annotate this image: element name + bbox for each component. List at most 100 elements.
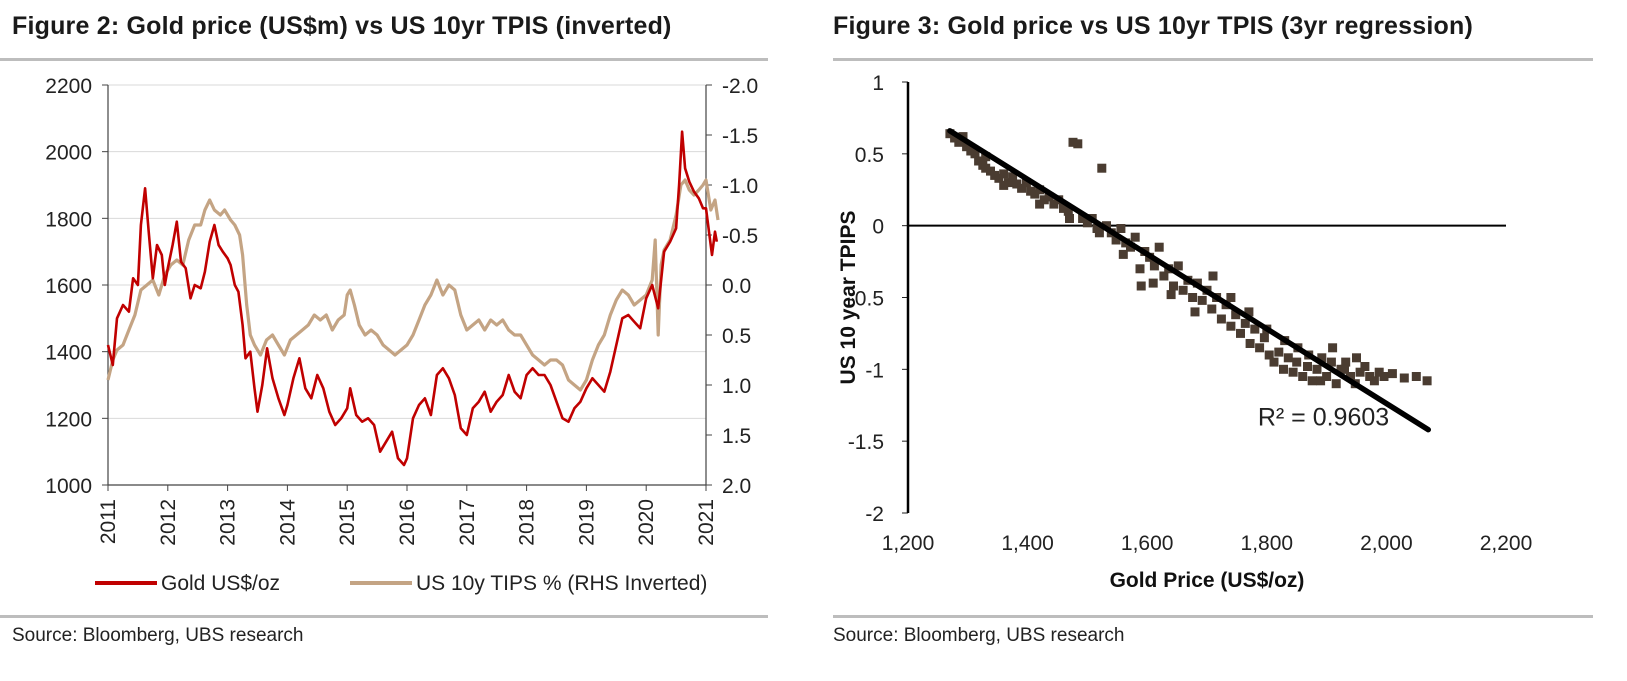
figure-2-top-rule [0, 58, 768, 61]
scatter-point [1292, 357, 1302, 367]
figure-3-chart: 1 0.5 0 -0.5 -1 -1.5 -2 1,200 1,400 1,600 1,800 2,0… [837, 72, 1533, 592]
x-tick-label: 2020 [635, 499, 658, 546]
figure-3-bottom-rule [833, 615, 1593, 618]
scatter-point [1307, 376, 1317, 386]
figure-2-title: Figure 2: Gold price (US$m) vs US 10yr T… [12, 12, 672, 40]
scatter-point [1352, 353, 1361, 363]
scatter-point [1149, 261, 1159, 271]
y-tick-label: -2 [865, 503, 884, 526]
right-y-tick-label: -2.0 [722, 75, 758, 98]
tips-line [106, 178, 720, 392]
gold-price-line [106, 130, 719, 467]
scatter-point [1274, 347, 1284, 357]
figure-2-source: Source: Bloomberg, UBS research [12, 625, 304, 646]
scatter-point [1255, 343, 1265, 353]
scatter-point [1188, 293, 1198, 302]
scatter-point [1030, 189, 1040, 199]
scatter-point [1331, 379, 1341, 389]
right-y-tick-label: 1.0 [722, 375, 751, 398]
scatter-point [1259, 333, 1269, 343]
scatter-point [1118, 249, 1128, 259]
scatter-point [1322, 372, 1332, 381]
scatter-point [1082, 218, 1092, 228]
scatter-point [1279, 364, 1288, 374]
scatter-point [1374, 367, 1384, 377]
scatter-point [1316, 376, 1326, 386]
x-tick-label: 1,600 [1121, 532, 1174, 555]
figure-3-panel: Figure 3: Gold price vs US 10yr TPIS (3y… [833, 0, 1627, 681]
r-squared-annotation: R² = 0.9603 [1258, 403, 1389, 431]
scatter-point [1422, 376, 1432, 386]
scatter-point [1065, 214, 1074, 223]
scatter-point [1073, 139, 1083, 149]
legend-label-tips: US 10y TIPS % (RHS Inverted) [416, 572, 707, 595]
scatter-point [1154, 242, 1164, 252]
scatter-point [999, 169, 1009, 179]
x-tick-label: 2018 [516, 499, 539, 546]
scatter-point [1303, 362, 1312, 371]
x-tick-label: 2015 [336, 499, 359, 546]
figure-2-chart: 1000 1200 1400 1600 1800 2000 2200 2.0 1.5 1.0 0.5… [45, 75, 758, 595]
left-y-tick-label: 1200 [45, 408, 92, 431]
scatter-point [1250, 324, 1260, 334]
scatter-point [1264, 350, 1274, 360]
scatter-point [1360, 362, 1370, 371]
scatter-point [1208, 271, 1218, 281]
y-tick-label: -1.5 [848, 431, 884, 454]
left-y-tick-label: 1800 [45, 208, 92, 231]
scatter-point [1135, 264, 1145, 274]
figure-3-source: Source: Bloomberg, UBS research [833, 625, 1125, 646]
scatter-point [954, 137, 964, 147]
scatter-point [1328, 343, 1338, 353]
scatter-point [1169, 281, 1178, 291]
scatter-point [1207, 304, 1217, 314]
scatter-point [1159, 271, 1169, 281]
scatter-point [1240, 318, 1250, 328]
x-tick-label: 2,000 [1360, 532, 1413, 555]
left-y-tick-label: 2200 [45, 75, 92, 98]
right-y-tick-label: 0.5 [722, 325, 751, 348]
scatter-point [1365, 372, 1375, 381]
x-tick-label: 1,200 [882, 532, 935, 555]
scatter-point [1355, 367, 1365, 377]
scatter-point [1216, 314, 1226, 324]
scatter-point [1017, 183, 1027, 193]
scatter-point [1226, 293, 1236, 302]
scatter-point [1288, 367, 1298, 377]
scatter-point [994, 173, 1004, 183]
scatter-point [1226, 321, 1236, 331]
scatter-point [1379, 372, 1389, 381]
figure-3-top-rule [833, 58, 1593, 61]
right-y-tick-label: -1.5 [722, 125, 758, 148]
scatter-point [1012, 179, 1022, 189]
x-tick-label: 2017 [456, 499, 479, 546]
scatter-point [1068, 137, 1078, 147]
y-axis-title: US 10 year TPIPS [837, 211, 860, 385]
x-tick-label: 2014 [276, 499, 299, 546]
figure-2-bottom-rule [0, 615, 768, 618]
figure-3-title: Figure 3: Gold price vs US 10yr TPIS (3y… [833, 12, 1473, 40]
scatter-point [1049, 199, 1059, 209]
scatter-point [1136, 281, 1146, 291]
x-tick-label: 2,200 [1480, 532, 1533, 555]
left-y-tick-label: 2000 [45, 142, 92, 165]
scatter-point [1283, 353, 1293, 363]
x-tick-label: 1,800 [1241, 532, 1294, 555]
scatter-point [1231, 310, 1241, 320]
scatter-point [1166, 290, 1176, 300]
scatter-point [1346, 372, 1355, 381]
scatter-point [1236, 328, 1245, 338]
x-tick-label: 1,400 [1001, 532, 1054, 555]
scatter-point [1411, 372, 1421, 381]
scatter-point [1387, 369, 1397, 379]
scatter-point [1173, 261, 1183, 271]
scatter-point [1190, 307, 1200, 317]
scatter-point [1035, 199, 1045, 209]
right-y-tick-label: 2.0 [722, 475, 751, 498]
right-y-tick-label: -1.0 [722, 175, 758, 198]
scatter-point [1341, 357, 1351, 367]
left-y-tick-label: 1400 [45, 342, 92, 365]
y-tick-label: -1 [865, 359, 884, 382]
x-tick-label: 2012 [157, 499, 180, 546]
scatter-point [1317, 353, 1327, 363]
